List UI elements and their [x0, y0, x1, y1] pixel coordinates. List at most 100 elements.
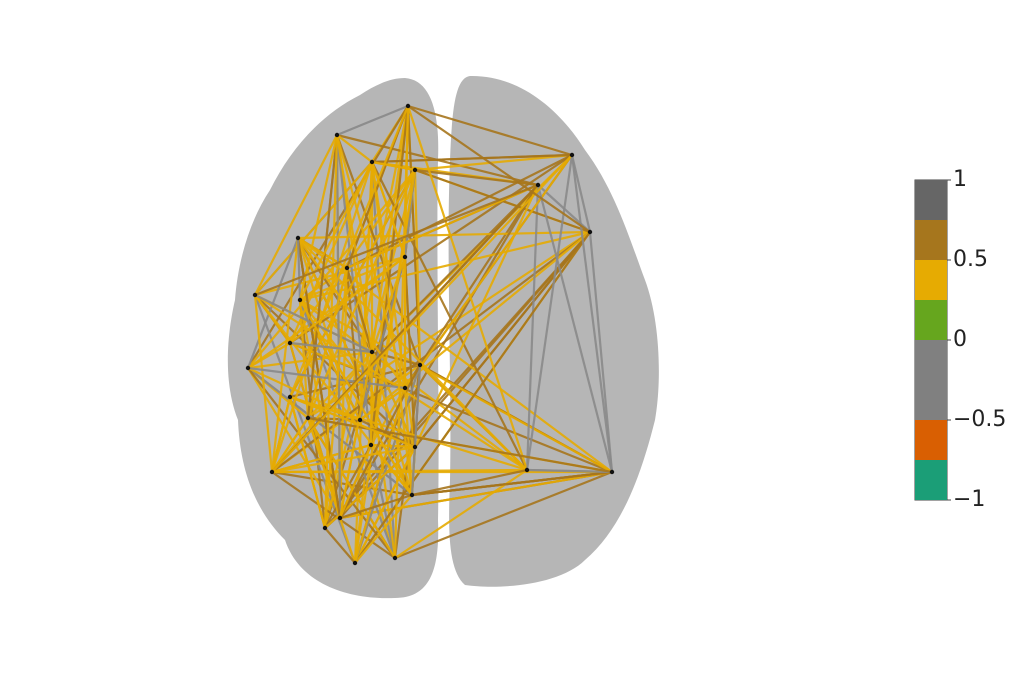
edge [306, 267, 349, 419]
node [287, 340, 293, 346]
edge [371, 161, 528, 471]
edge [419, 364, 528, 471]
edge [354, 446, 416, 564]
colorbar-band [915, 220, 947, 260]
edge [247, 366, 406, 390]
edge [371, 160, 416, 172]
edge [411, 470, 613, 497]
node [412, 167, 418, 173]
edge [307, 416, 613, 474]
edge [335, 134, 342, 519]
edge [394, 470, 613, 560]
edge [254, 294, 413, 496]
edge [414, 153, 573, 172]
edge [414, 184, 539, 448]
node [368, 442, 374, 448]
edge [254, 294, 528, 471]
edge [288, 161, 374, 344]
colorbar-tick-label: 0 [953, 327, 967, 352]
edge [270, 161, 374, 473]
edge [525, 154, 574, 471]
node [245, 365, 251, 371]
edge [324, 444, 372, 529]
edge [271, 471, 396, 559]
edge [271, 154, 573, 473]
edge [353, 169, 417, 564]
edge [299, 161, 373, 301]
edge [289, 169, 416, 398]
node [409, 492, 415, 498]
edge [406, 105, 529, 471]
edge [403, 256, 417, 448]
node [352, 560, 358, 566]
node [297, 297, 303, 303]
node [295, 235, 301, 241]
edge [525, 184, 540, 471]
node [524, 467, 530, 473]
edge [324, 231, 591, 529]
node [412, 444, 418, 450]
edge [353, 387, 407, 564]
edge [370, 161, 414, 496]
edge [254, 183, 539, 297]
edge [404, 154, 573, 389]
edge [410, 364, 422, 496]
edge [288, 396, 327, 529]
node [587, 229, 593, 235]
edge [289, 395, 416, 449]
colorbar-tick-label: 0.5 [953, 247, 988, 272]
node [417, 362, 423, 368]
edge [254, 255, 406, 297]
edge [254, 134, 338, 296]
edge [289, 256, 406, 344]
colorbar-band [915, 260, 947, 300]
edge [526, 468, 613, 474]
colorbar-band [915, 300, 947, 340]
node [569, 152, 575, 158]
edge [369, 105, 410, 446]
node [305, 415, 311, 421]
edge [407, 105, 591, 233]
edge [536, 184, 614, 473]
edge [588, 231, 614, 473]
node [344, 265, 350, 271]
colorbar-tick-label: −1 [953, 487, 985, 512]
node [405, 103, 411, 109]
edge [345, 267, 374, 353]
node [535, 182, 541, 188]
edge [359, 387, 406, 421]
edge [254, 161, 373, 296]
edge [297, 237, 406, 389]
edge [298, 134, 339, 301]
edge [306, 169, 417, 419]
edge [335, 134, 397, 559]
edge [414, 231, 591, 448]
edge [371, 184, 539, 353]
edge [335, 134, 407, 389]
edge [370, 161, 407, 258]
node [334, 132, 340, 138]
edge [407, 104, 573, 157]
edge [253, 294, 274, 473]
edge [354, 494, 413, 564]
edge [419, 184, 539, 366]
colorbar-band [915, 460, 947, 500]
node [287, 394, 293, 400]
node [322, 525, 328, 531]
colorbar-tick-label: 1 [953, 167, 967, 192]
node [357, 417, 363, 423]
edge [570, 154, 614, 473]
colorbar-band [915, 420, 947, 460]
edge [247, 342, 291, 369]
edge [339, 364, 421, 519]
node [392, 555, 398, 561]
edge [271, 445, 416, 474]
edge [338, 444, 373, 519]
edge [413, 169, 422, 366]
edge [288, 105, 410, 398]
edge [336, 104, 409, 137]
edge [323, 267, 349, 529]
edge [570, 154, 592, 233]
edge [369, 444, 397, 559]
colorbar-tick-label: −0.5 [953, 407, 1006, 432]
